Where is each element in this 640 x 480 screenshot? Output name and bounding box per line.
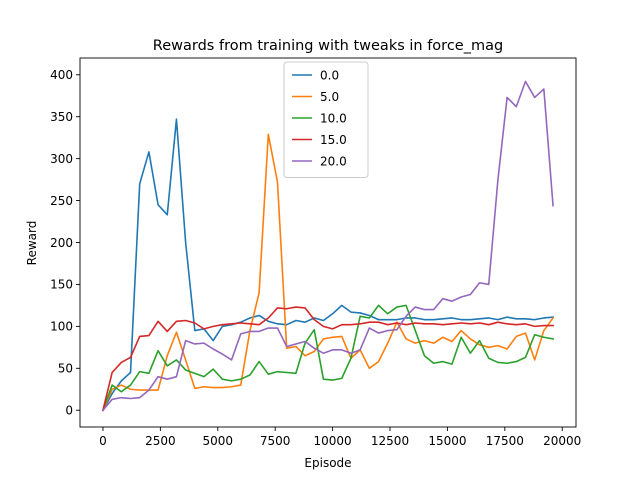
y-axis-title: Reward — [25, 221, 39, 266]
y-tick-label: 300 — [50, 152, 73, 166]
x-tick-label: 0 — [99, 434, 107, 448]
x-tick-label: 20000 — [543, 434, 581, 448]
legend: 0.0 5.0 10.0 15.0 20.0 — [283, 61, 369, 178]
legend-box — [283, 61, 369, 178]
series-line-0 — [101, 118, 554, 412]
legend-label: 15.0 — [320, 133, 347, 147]
series-layer — [101, 80, 555, 412]
x-tick-label: 5000 — [203, 434, 234, 448]
y-tick-label: 50 — [58, 362, 73, 376]
x-tick-label: 7500 — [260, 434, 291, 448]
axes-layer: 0 2500 5000 7500 10000 12500 15000 17500 20000 0 5… — [50, 57, 581, 448]
x-axis-title: Episode — [304, 456, 351, 470]
series-line-3 — [101, 306, 554, 412]
legend-label: 10.0 — [320, 111, 347, 125]
x-tick-label: 15000 — [428, 434, 466, 448]
x-tick-label: 12500 — [371, 434, 409, 448]
x-tick-label: 2500 — [145, 434, 176, 448]
legend-label: 20.0 — [320, 154, 347, 168]
series-line-4 — [101, 80, 554, 412]
y-tick-label: 100 — [50, 320, 73, 334]
y-tick-label: 250 — [50, 194, 73, 208]
series-line-2 — [101, 304, 554, 412]
legend-label: 5.0 — [320, 90, 339, 104]
x-tick-label: 10000 — [313, 434, 351, 448]
y-tick-label: 150 — [50, 278, 73, 292]
y-tick-label: 350 — [50, 110, 73, 124]
y-tick-label: 200 — [50, 236, 73, 250]
y-tick-label: 400 — [50, 68, 73, 82]
y-tick-label: 0 — [65, 404, 73, 418]
chart-title: Rewards from training with tweaks in for… — [153, 38, 503, 54]
legend-label: 0.0 — [320, 68, 339, 82]
x-tick-label: 17500 — [486, 434, 524, 448]
